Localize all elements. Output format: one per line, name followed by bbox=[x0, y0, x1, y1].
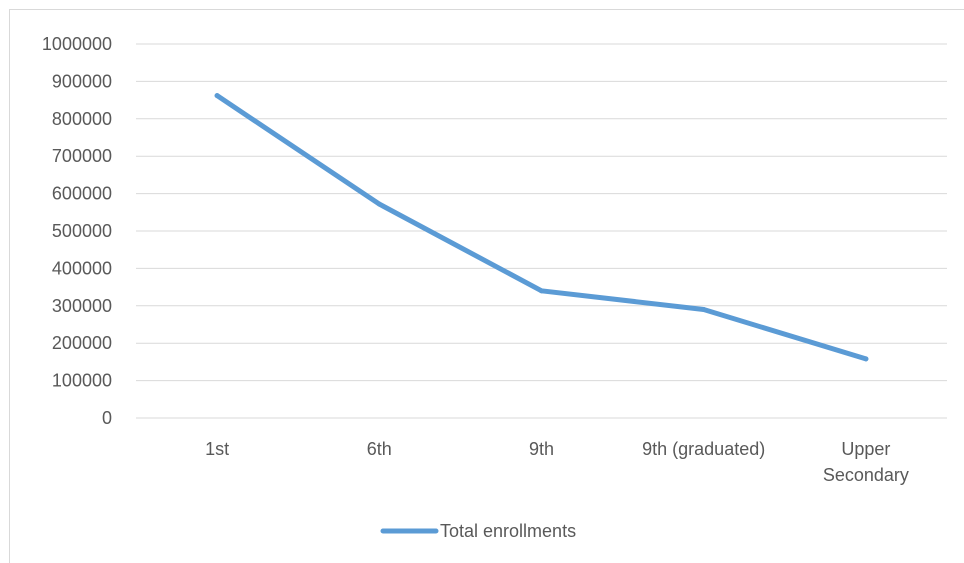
legend: Total enrollments bbox=[380, 521, 576, 541]
y-tick-label: 200000 bbox=[52, 333, 112, 353]
x-tick-label: 1st bbox=[205, 439, 229, 459]
x-tick-label: 9th bbox=[529, 439, 554, 459]
x-tick-label: 6th bbox=[367, 439, 392, 459]
y-tick-label: 300000 bbox=[52, 296, 112, 316]
series-layer bbox=[214, 93, 869, 362]
data-point bbox=[863, 356, 869, 362]
y-axis-labels: 0 100000 200000 300000 400000 500000 600000 700… bbox=[42, 34, 112, 428]
x-tick-label: Upper Secondary bbox=[823, 439, 909, 485]
gridlines bbox=[136, 43, 947, 419]
data-point bbox=[214, 93, 220, 99]
y-tick-label: 0 bbox=[102, 408, 112, 428]
y-tick-label: 900000 bbox=[52, 71, 112, 91]
series-line-total-enrollments bbox=[214, 93, 869, 362]
data-point bbox=[701, 307, 707, 313]
data-point bbox=[539, 288, 544, 294]
chart-frame bbox=[9, 9, 964, 563]
data-point bbox=[376, 201, 382, 207]
y-tick-label: 100000 bbox=[52, 371, 112, 391]
y-tick-label: 600000 bbox=[52, 184, 112, 204]
y-tick-label: 500000 bbox=[52, 221, 112, 241]
legend-label-total-enrollments: Total enrollments bbox=[440, 521, 576, 541]
x-tick-label: 9th (graduated) bbox=[642, 439, 765, 459]
y-tick-label: 700000 bbox=[52, 146, 112, 166]
y-tick-label: 1000000 bbox=[42, 34, 112, 54]
y-tick-label: 400000 bbox=[52, 258, 112, 278]
x-axis-labels: 1st 6th 9th 9th (graduated) Upper Secondary bbox=[205, 439, 909, 485]
y-tick-label: 800000 bbox=[52, 109, 112, 129]
